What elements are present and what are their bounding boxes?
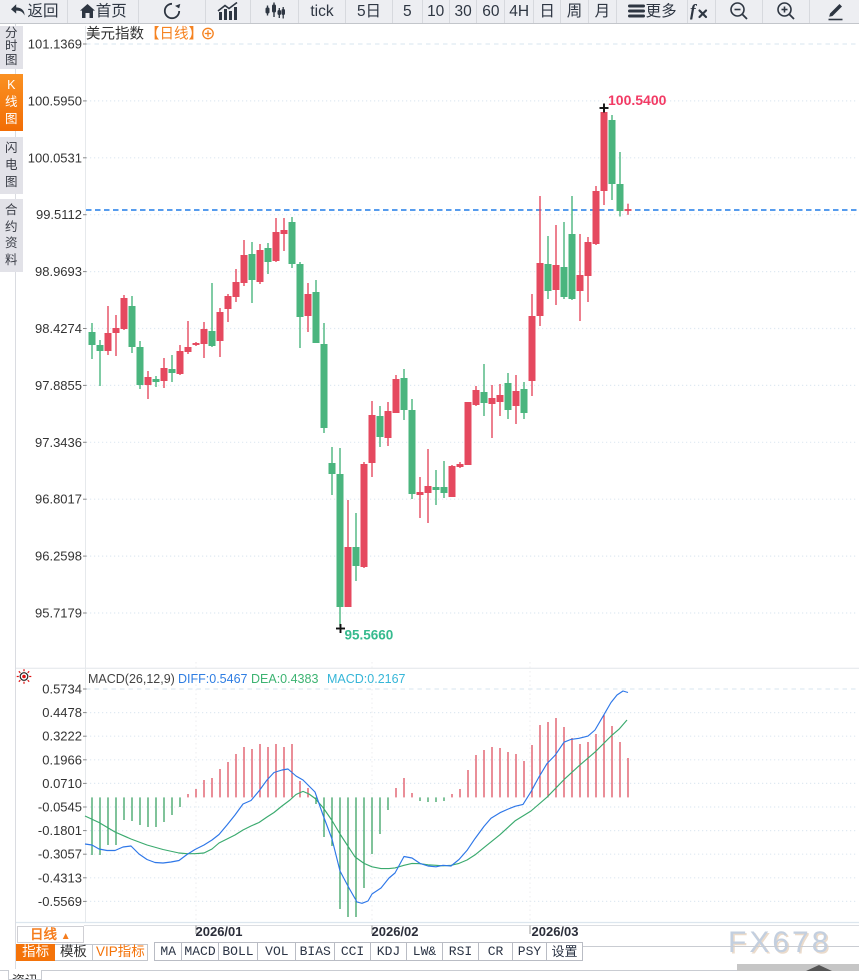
svg-text:98.4274: 98.4274 bbox=[35, 321, 82, 336]
svg-text:MACD(26,12,9): MACD(26,12,9) bbox=[88, 672, 175, 686]
svg-text:【日线】: 【日线】 bbox=[145, 26, 203, 43]
svg-text:97.8855: 97.8855 bbox=[35, 378, 82, 393]
svg-text:-0.3057: -0.3057 bbox=[38, 847, 82, 862]
svg-text:0.0710: 0.0710 bbox=[42, 776, 82, 791]
svg-text:美元指数: 美元指数 bbox=[86, 26, 144, 43]
svg-text:96.2598: 96.2598 bbox=[35, 549, 82, 564]
svg-text:100.5950: 100.5950 bbox=[28, 93, 82, 108]
svg-text:-0.5569: -0.5569 bbox=[38, 894, 82, 909]
svg-text:100.0531: 100.0531 bbox=[28, 150, 82, 165]
svg-text:DIFF:0.5467: DIFF:0.5467 bbox=[178, 672, 248, 686]
svg-text:98.9693: 98.9693 bbox=[35, 264, 82, 279]
svg-text:f: f bbox=[690, 2, 698, 20]
svg-text:95.7179: 95.7179 bbox=[35, 606, 82, 621]
svg-text:MACD:0.2167: MACD:0.2167 bbox=[327, 672, 406, 686]
svg-text:DEA:0.4383: DEA:0.4383 bbox=[251, 672, 318, 686]
svg-text:-0.0545: -0.0545 bbox=[38, 800, 82, 815]
svg-text:0.3222: 0.3222 bbox=[42, 729, 82, 744]
svg-text:-0.4313: -0.4313 bbox=[38, 870, 82, 885]
svg-text:100.5400: 100.5400 bbox=[608, 92, 667, 108]
svg-text:99.5112: 99.5112 bbox=[36, 207, 82, 222]
svg-text:-0.1801: -0.1801 bbox=[38, 823, 82, 838]
svg-text:96.8017: 96.8017 bbox=[35, 492, 82, 507]
svg-text:97.3436: 97.3436 bbox=[35, 435, 82, 450]
svg-text:0.1966: 0.1966 bbox=[42, 752, 82, 767]
svg-text:0.5734: 0.5734 bbox=[42, 682, 82, 697]
svg-text:95.5660: 95.5660 bbox=[345, 628, 394, 643]
svg-text:101.1369: 101.1369 bbox=[28, 37, 82, 52]
svg-text:0.4478: 0.4478 bbox=[42, 705, 82, 720]
